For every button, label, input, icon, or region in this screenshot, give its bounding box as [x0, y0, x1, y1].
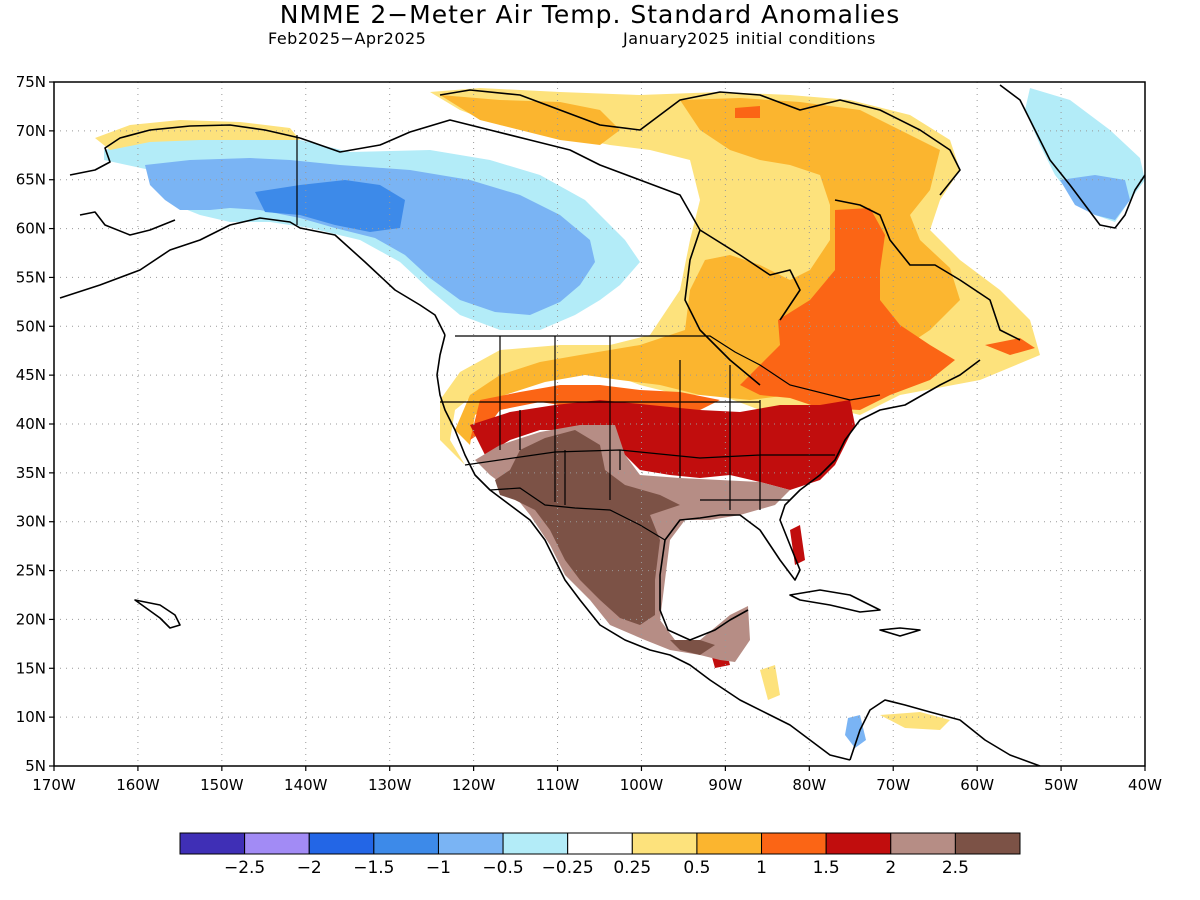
lat-label: 40N — [16, 415, 46, 433]
colorbar-label: 1 — [756, 858, 767, 878]
lon-label: 90W — [708, 776, 742, 794]
latitude-labels: 75N 70N 65N 60N 55N 50N 45N 40N 35N 30N 25N 20N 15N 1… — [16, 73, 54, 775]
colorbar-swatch — [179, 832, 246, 855]
colorbar-swatch — [954, 832, 1021, 855]
colorbar-label: 1.5 — [812, 858, 840, 878]
colorbar-swatch — [890, 832, 956, 855]
colorbar-swatch — [437, 832, 504, 855]
colorbar-label: 0.25 — [613, 858, 652, 878]
lat-label: 45N — [16, 366, 46, 384]
colorbar-label: −0.5 — [482, 858, 524, 878]
lat-label: 15N — [16, 659, 46, 677]
colorbar-label: 2 — [885, 858, 897, 878]
south-america-coastline — [849, 699, 1041, 766]
us-canada-border — [455, 335, 881, 401]
hawaii-coastline — [134, 599, 181, 629]
colorbar-swatch — [761, 832, 827, 855]
lon-label: 160W — [116, 776, 160, 794]
colorbar-swatch — [308, 832, 375, 855]
coastline-layer — [59, 84, 1145, 766]
warm-anomaly-caribbean — [760, 665, 950, 730]
colorbar-label: −1 — [425, 858, 451, 878]
lon-label: 120W — [452, 776, 496, 794]
lat-label: 65N — [16, 171, 46, 189]
colorbar-label: 2.5 — [941, 858, 969, 878]
initial-conditions: January2025 initial conditions — [623, 29, 876, 48]
cuba-coastline — [789, 589, 921, 637]
colorbar-label: −2 — [296, 858, 322, 878]
colorbar — [179, 832, 1021, 855]
cold-anomaly-caribbean — [845, 715, 866, 748]
map-title: NMME 2−Meter Air Temp. Standard Anomalie… — [279, 0, 901, 29]
lon-label: 50W — [1044, 776, 1078, 794]
lat-label: 30N — [16, 513, 46, 531]
warm-anomaly-very-strong — [470, 400, 855, 668]
colorbar-swatch — [825, 832, 892, 855]
lon-label: 80W — [792, 776, 826, 794]
boundary-layer — [296, 135, 881, 541]
colorbar-label: −1.5 — [353, 858, 395, 878]
us-west-coastline — [436, 334, 851, 761]
lat-label: 70N — [16, 122, 46, 140]
colorbar-label: −0.25 — [541, 858, 594, 878]
lat-label: 50N — [16, 317, 46, 335]
cold-anomaly-strong — [255, 180, 405, 232]
us-state-lines — [440, 336, 835, 510]
cold-anomaly-moderate — [145, 158, 595, 315]
lon-label: 140W — [284, 776, 328, 794]
forecast-period: Feb2025−Apr2025 — [268, 29, 427, 48]
lat-label: 5N — [25, 757, 46, 775]
lat-label: 35N — [16, 464, 46, 482]
lon-label: 60W — [960, 776, 994, 794]
lon-label: 170W — [32, 776, 76, 794]
colorbar-swatch — [696, 832, 763, 855]
lon-label: 70W — [876, 776, 910, 794]
lon-label: 40W — [1128, 776, 1162, 794]
us-mexico-border — [489, 487, 666, 541]
colorbar-swatch — [502, 832, 569, 855]
alaska-coastline — [59, 124, 446, 336]
lat-lon-grid — [54, 82, 1145, 766]
lon-label: 110W — [536, 776, 580, 794]
lat-label: 10N — [16, 708, 46, 726]
colorbar-swatch — [244, 832, 310, 855]
colorbar-swatch — [373, 832, 439, 855]
cold-anomaly-greenland-core — [1060, 175, 1130, 220]
lat-label: 25N — [16, 562, 46, 580]
lon-label: 130W — [368, 776, 412, 794]
anomaly-fill-layer — [95, 88, 1145, 748]
colorbar-label: 0.5 — [683, 858, 711, 878]
warm-anomaly-extreme — [495, 430, 715, 655]
lon-label: 100W — [620, 776, 664, 794]
colorbar-label: −2.5 — [223, 858, 266, 878]
lat-label: 60N — [16, 220, 46, 238]
lat-label: 55N — [16, 268, 46, 286]
lat-label: 75N — [16, 73, 46, 91]
lon-label: 150W — [200, 776, 244, 794]
longitude-labels: 170W 160W 150W 140W 130W 120W 110W 100W 90W 80W 70… — [32, 766, 1162, 794]
greenland-coastline — [999, 84, 1145, 229]
lat-label: 20N — [16, 610, 46, 628]
colorbar-swatch — [567, 832, 633, 855]
warm-anomaly-strong — [470, 106, 1035, 440]
colorbar-swatch — [631, 832, 698, 855]
canada-arctic-coastline — [299, 89, 1021, 386]
us-east-coastline — [659, 359, 981, 641]
